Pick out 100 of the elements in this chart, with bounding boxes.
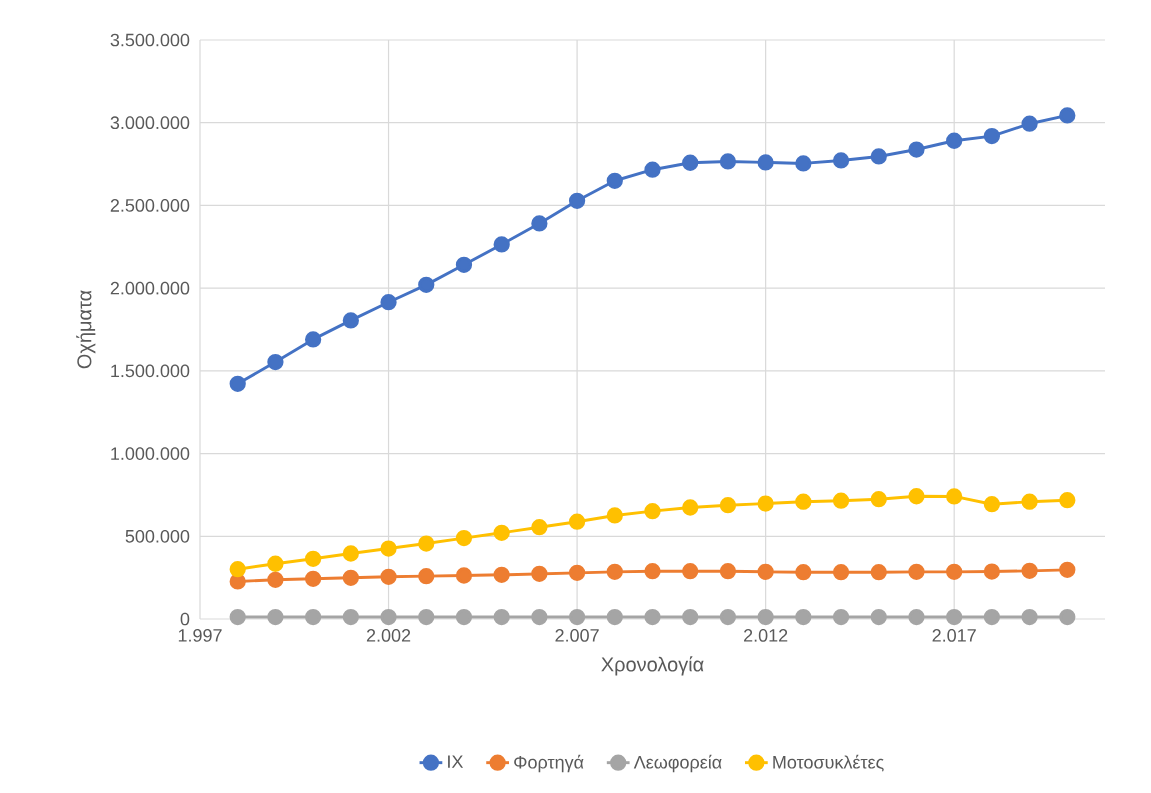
point	[757, 495, 774, 512]
point	[455, 608, 473, 626]
point	[644, 563, 661, 580]
point	[757, 608, 774, 626]
y-tick-label: 1.500.000	[111, 364, 190, 378]
point	[983, 496, 1001, 513]
point	[1021, 115, 1038, 132]
point	[267, 608, 284, 626]
point	[983, 608, 1001, 626]
point	[908, 608, 925, 626]
point	[983, 563, 1001, 580]
legend-label: Λεωφορεία	[633, 754, 722, 773]
point	[380, 608, 397, 626]
point	[568, 192, 586, 209]
point	[229, 608, 246, 626]
point	[1059, 608, 1076, 626]
y-tick-label: 2.500.000	[110, 199, 190, 212]
point	[418, 608, 435, 626]
point	[342, 608, 359, 626]
point	[946, 563, 963, 580]
point	[531, 608, 548, 626]
x-tick-label: 2.017	[932, 629, 976, 642]
point	[682, 563, 699, 580]
point	[682, 608, 699, 626]
point	[380, 568, 397, 585]
point	[531, 215, 548, 232]
point	[380, 540, 397, 557]
point	[870, 148, 887, 165]
point	[267, 353, 284, 371]
point	[229, 561, 246, 578]
point	[795, 493, 812, 510]
point	[493, 524, 510, 541]
point	[455, 529, 473, 547]
point	[455, 256, 473, 273]
point	[342, 545, 359, 562]
y-tick-label: 0	[180, 612, 190, 626]
point	[795, 564, 812, 581]
point	[304, 331, 322, 348]
point	[757, 154, 774, 171]
point	[418, 568, 435, 585]
x-tick-label: 1.997	[178, 629, 222, 642]
point	[493, 566, 510, 583]
y-tick-label: 500.000	[125, 529, 190, 543]
point	[795, 155, 812, 172]
point	[606, 608, 623, 626]
point	[832, 608, 850, 626]
point	[568, 564, 586, 581]
point	[682, 499, 699, 516]
legend-label: Μοτοσυκλέτες	[773, 754, 884, 772]
point	[606, 563, 623, 580]
point	[870, 564, 887, 581]
point	[304, 570, 322, 587]
point	[946, 608, 963, 626]
y-axis-title: Οχήματα	[76, 290, 96, 369]
point	[719, 153, 737, 170]
point	[682, 154, 699, 171]
point	[493, 608, 510, 626]
point	[832, 152, 850, 169]
x-tick-label: 2.002	[366, 629, 411, 642]
point	[1059, 107, 1076, 124]
point	[1059, 492, 1076, 509]
point	[568, 513, 586, 530]
point	[531, 519, 548, 536]
point	[531, 565, 548, 582]
x-tick-label: 2.012	[744, 629, 788, 642]
point	[908, 488, 925, 505]
point	[946, 132, 963, 149]
point	[719, 608, 737, 626]
x-tick-label: 2.007	[555, 629, 599, 642]
point	[380, 294, 397, 311]
y-tick-label: 3.500.000	[110, 33, 190, 47]
point	[946, 488, 963, 505]
point	[870, 491, 887, 508]
point	[644, 608, 661, 626]
point	[606, 172, 623, 189]
point	[229, 375, 246, 392]
point	[644, 161, 661, 178]
point	[304, 608, 322, 626]
y-tick-label: 2.000.000	[110, 281, 190, 295]
point	[719, 563, 737, 580]
point	[870, 608, 887, 626]
point	[1059, 561, 1076, 579]
x-axis-title: Χρονολογία	[601, 656, 704, 676]
point	[1021, 608, 1038, 626]
point	[719, 497, 737, 514]
point	[493, 236, 510, 253]
point	[795, 608, 812, 626]
point	[1021, 493, 1038, 510]
point	[832, 492, 850, 509]
legend-label: IX	[448, 755, 464, 768]
point	[418, 276, 435, 293]
point	[757, 563, 774, 580]
point	[342, 312, 359, 329]
point	[606, 507, 623, 524]
point	[983, 127, 1001, 145]
point	[455, 567, 473, 584]
point	[267, 571, 284, 588]
point	[304, 550, 322, 567]
legend-label: Φορτηγά	[514, 754, 584, 773]
point	[832, 564, 850, 581]
